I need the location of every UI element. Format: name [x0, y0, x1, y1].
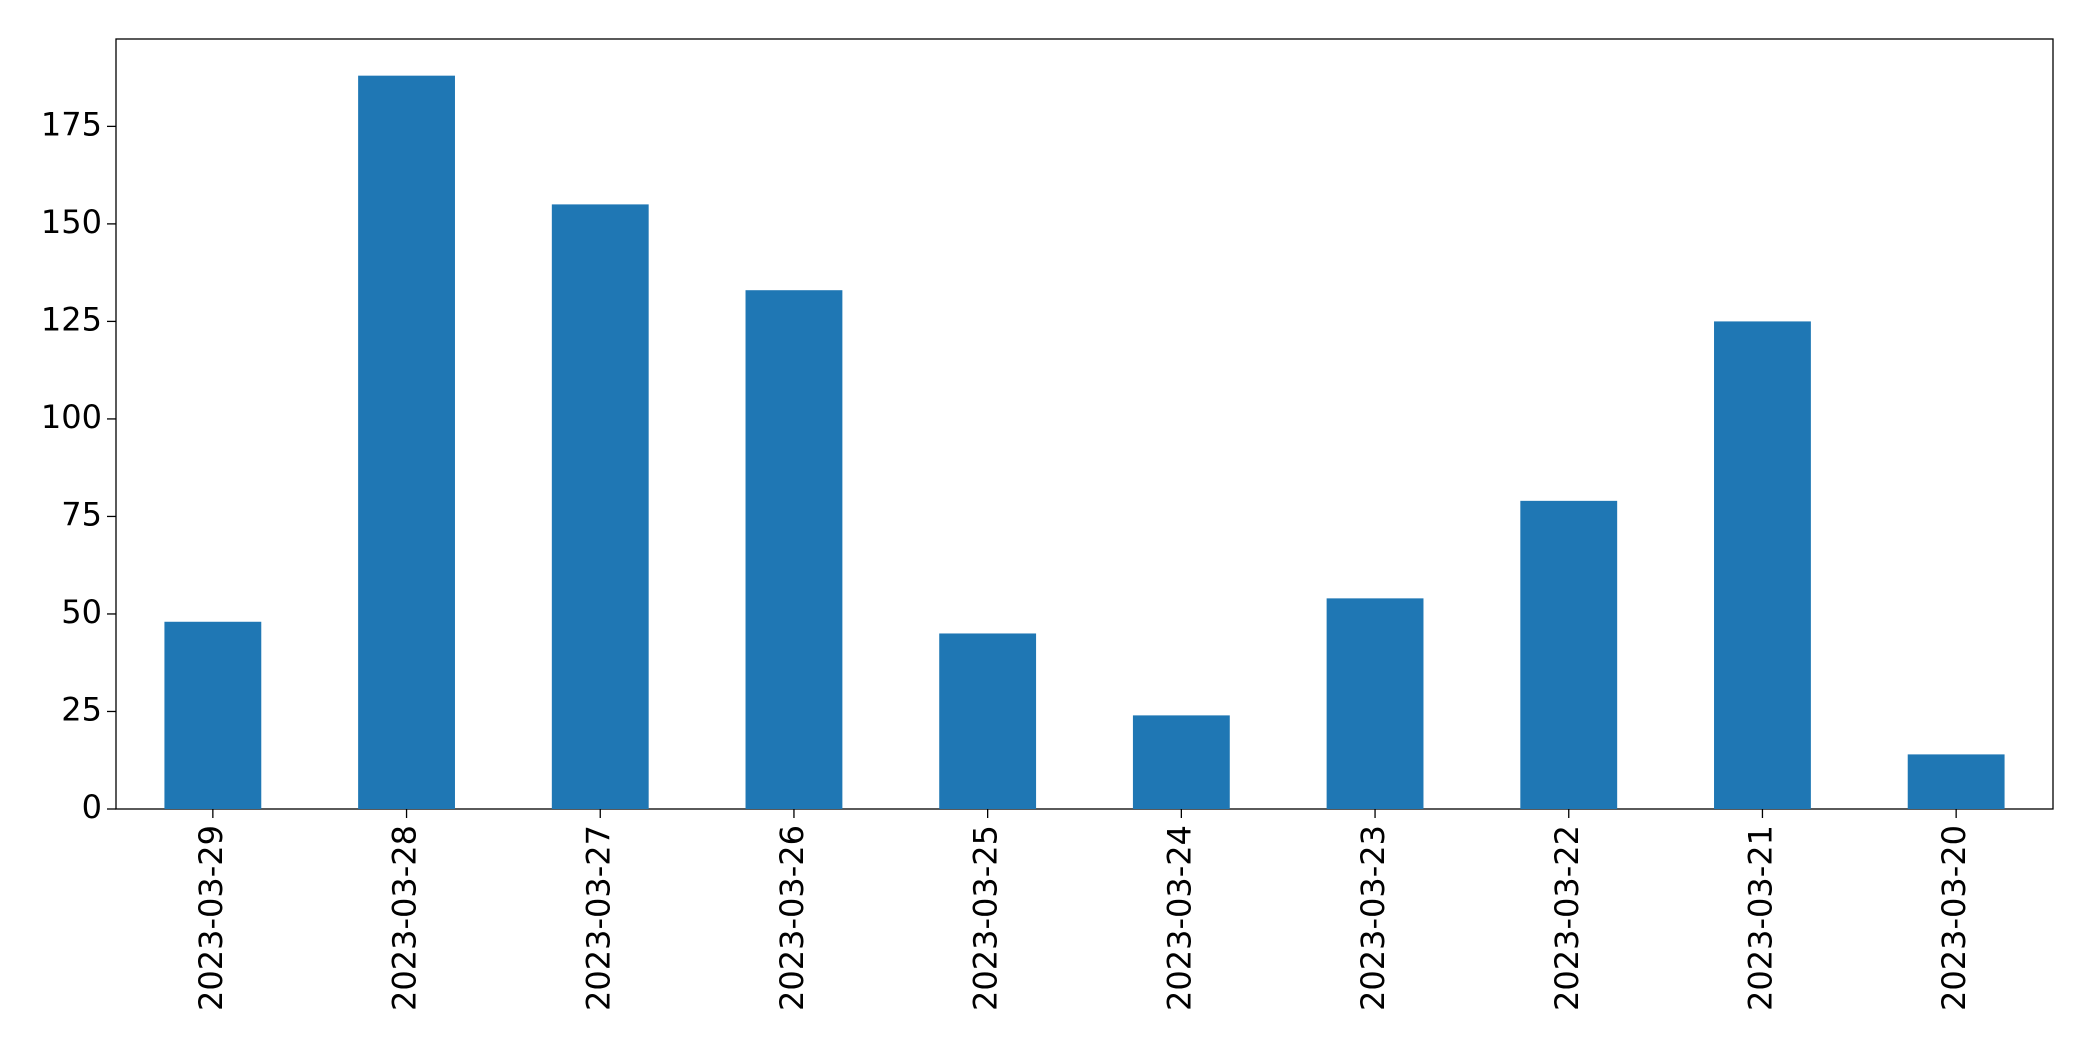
y-tick-label: 50: [61, 593, 102, 631]
y-tick-label: 175: [41, 105, 102, 143]
bar: [1907, 754, 2005, 809]
x-tick-label: 2023-03-28: [386, 825, 424, 1011]
plot-frame: [115, 38, 2054, 810]
x-tick-label: 2023-03-21: [1741, 825, 1779, 1011]
y-tick-label: 125: [41, 300, 102, 338]
x-tick-label: 2023-03-27: [579, 825, 617, 1011]
x-tick-label: 2023-03-24: [1160, 825, 1198, 1011]
bar: [939, 633, 1037, 809]
bar: [1132, 715, 1230, 809]
x-tick-label: 2023-03-20: [1935, 825, 1973, 1011]
x-tick-label: 2023-03-26: [773, 825, 811, 1011]
y-tick-label: 150: [41, 203, 102, 241]
x-tick-label: 2023-03-29: [192, 825, 230, 1011]
x-tick-label: 2023-03-25: [967, 825, 1005, 1011]
bar: [164, 621, 262, 809]
bar: [1714, 321, 1811, 809]
bar: [1520, 500, 1618, 809]
y-tick-label: 0: [82, 788, 102, 826]
bar: [745, 290, 843, 809]
y-tick-label: 25: [61, 690, 102, 728]
y-tick-label: 75: [61, 495, 102, 533]
y-tick-label: 100: [41, 398, 102, 436]
bar: [551, 204, 649, 809]
bar: [1326, 598, 1424, 809]
x-tick-label: 2023-03-23: [1354, 825, 1392, 1011]
x-tick-label: 2023-03-22: [1548, 825, 1586, 1011]
bar: [358, 75, 455, 809]
